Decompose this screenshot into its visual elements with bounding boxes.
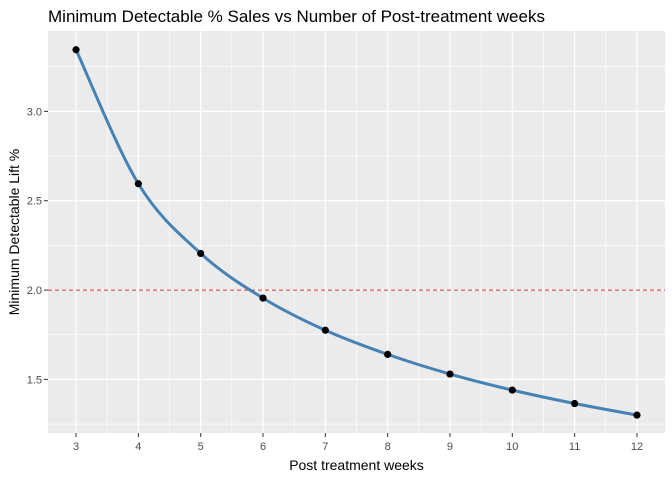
- x-tick-label: 11: [569, 441, 580, 453]
- y-tick-label: 3.0: [27, 106, 42, 118]
- x-tick-label: 5: [198, 441, 204, 453]
- x-tick-label: 3: [73, 441, 79, 453]
- x-tick-label: 4: [135, 441, 141, 453]
- x-tick-label: 7: [322, 441, 328, 453]
- y-axis-title: Minimum Detectable Lift %: [6, 149, 22, 316]
- x-tick-label: 6: [260, 441, 266, 453]
- x-tick-label: 12: [631, 441, 643, 453]
- x-axis-ticks: 3 4 5 6 7 8 9 10 11 12: [73, 433, 643, 453]
- data-point: [633, 411, 641, 419]
- y-tick-label: 2.0: [27, 285, 42, 297]
- data-point: [197, 249, 205, 258]
- data-points: [72, 46, 641, 419]
- x-tick-label: 8: [385, 441, 391, 453]
- grid-minor: [48, 31, 665, 433]
- data-point: [508, 386, 516, 394]
- data-point: [321, 326, 329, 334]
- data-point: [259, 294, 267, 302]
- data-point: [571, 399, 579, 408]
- data-point: [384, 350, 392, 358]
- x-tick-label: 9: [447, 441, 453, 453]
- data-point: [72, 46, 80, 54]
- data-point: [446, 370, 454, 378]
- x-tick-label: 10: [506, 441, 518, 453]
- series-line: [74, 49, 638, 417]
- series-line-group: [74, 49, 638, 417]
- y-axis-ticks: 1.5 2.0 2.5 3.0: [27, 106, 48, 386]
- chart-title: Minimum Detectable % Sales vs Number of …: [48, 7, 545, 26]
- x-axis-title: Post treatment weeks: [289, 457, 424, 473]
- y-tick-label: 1.5: [27, 374, 42, 386]
- data-point: [134, 180, 142, 188]
- y-tick-label: 2.5: [27, 196, 42, 208]
